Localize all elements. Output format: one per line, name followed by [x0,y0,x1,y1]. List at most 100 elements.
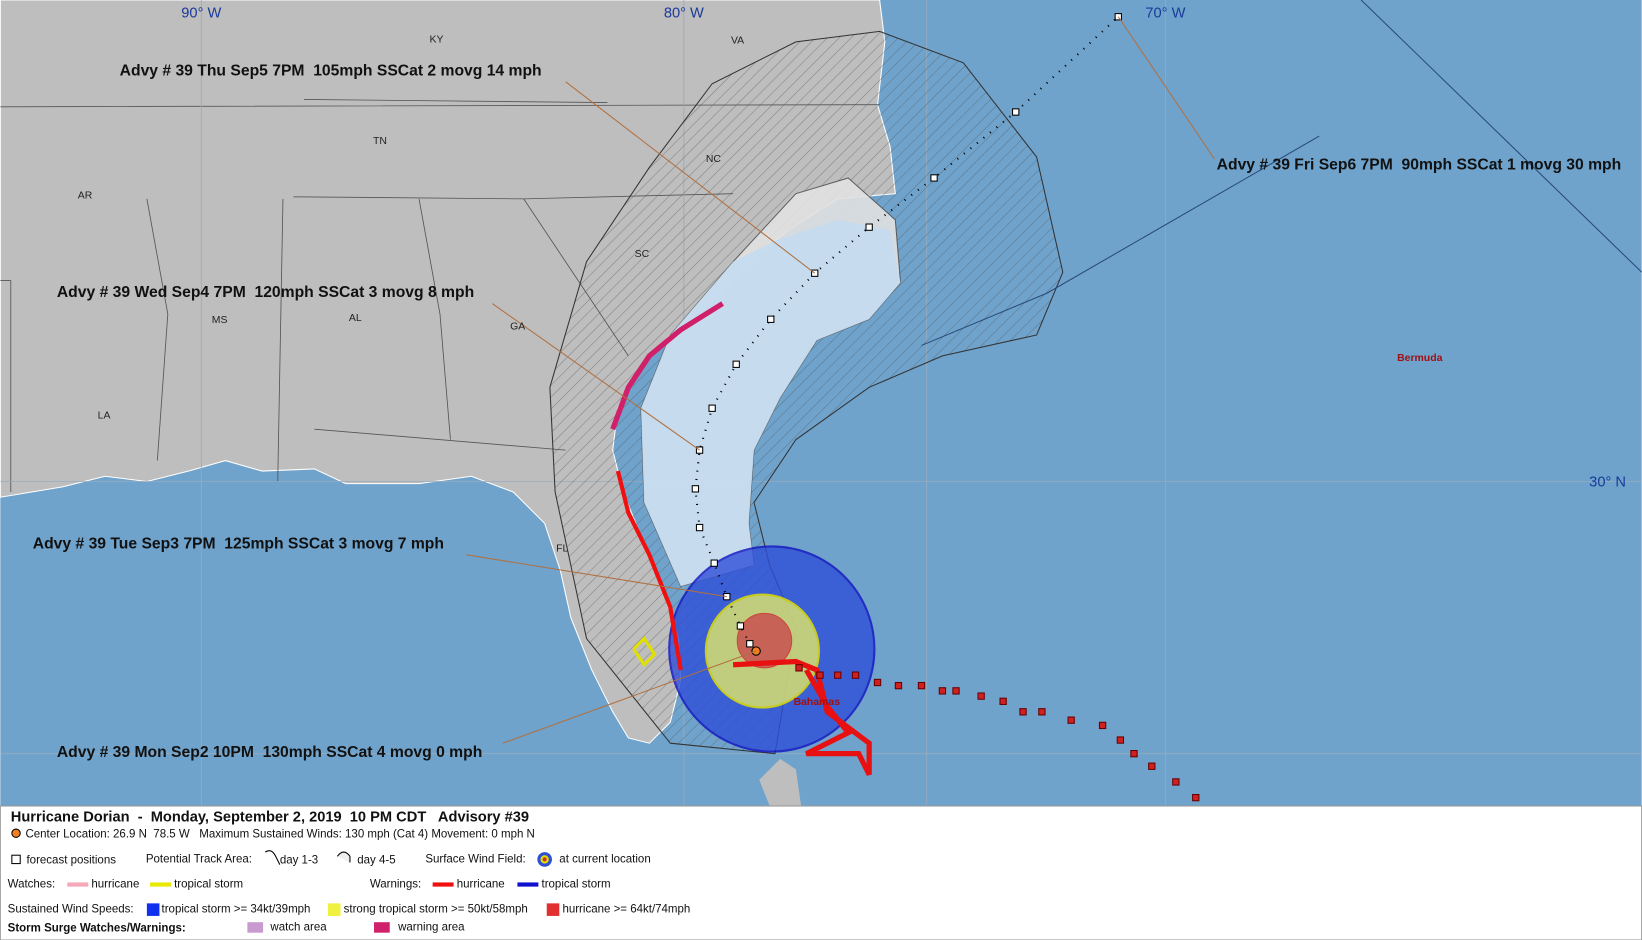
past-position [977,692,985,700]
legend-label: hurricane [91,879,139,891]
past-position [1019,708,1027,716]
forecast-position [708,404,716,412]
advisory-label: Advy # 39 Wed Sep4 7PM 120mph SSCat 3 mo… [57,284,474,301]
place-label: Bermuda [1397,353,1442,364]
forecast-position [732,360,740,368]
past-position [894,681,903,690]
past-position [834,671,842,679]
grid-label: 70° W [1145,5,1185,21]
forecast-position [691,485,700,493]
place-label: Bahamas [794,697,841,708]
grid-label: 90° W [181,5,221,21]
state-label: AL [349,313,362,324]
legend-swatch [327,903,341,916]
past-position [1067,716,1075,724]
legend-label: day 1-3 [280,854,318,866]
past-position [816,671,824,679]
forecast-position [930,174,938,182]
past-position [1098,721,1107,730]
state-label: NC [706,154,722,165]
legend-swatch [150,882,171,887]
advisory-labels: Advy # 39 Thu Sep5 7PM 105mph SSCat 2 mo… [33,62,1621,760]
forecast-position [1012,108,1020,116]
advisory-label: Advy # 39 Mon Sep2 10PM 130mph SSCat 4 m… [57,744,482,761]
legend-label: strong tropical storm >= 50kt/58mph [344,904,528,916]
past-position [851,671,860,679]
legend-label: forecast positions [27,854,117,866]
state-label: AR [78,191,93,202]
surge-warning [610,301,724,431]
state-label: TN [373,136,387,147]
legend-swatch [67,882,89,887]
legend-swatch [517,882,539,887]
past-position [1172,778,1180,786]
grid-label: 30° N [1589,474,1626,490]
legend-label: hurricane [457,879,505,891]
legend-label: Surface Wind Field: [425,853,525,865]
state-label: GA [510,321,525,332]
past-position [1148,762,1156,770]
past-position [1130,750,1138,758]
legend-label: Storm Surge Watches/Warnings: [8,923,186,935]
forecast-position [865,223,873,231]
past-position [1192,793,1200,802]
legend-swatch [264,850,281,865]
legend-title: Hurricane Dorian - Monday, September 2, … [11,809,529,825]
legend-label: day 4-5 [357,854,395,866]
state-labels: KY VA TN NC AR SC MS AL GA LA FL [78,35,744,555]
past-position [873,678,882,687]
hurricane-warning [615,470,683,671]
legend-swatch [11,854,21,865]
advisory-label: Advy # 39 Tue Sep3 7PM 125mph SSCat 3 mo… [33,535,444,552]
leader-lines [466,16,1216,744]
advisory-label: Advy # 39 Thu Sep5 7PM 105mph SSCat 2 mo… [120,62,542,79]
legend-subtitle: Center Location: 26.9 N 78.5 W Maximum S… [25,828,534,840]
past-position [999,697,1007,706]
legend-label: Watches: [8,879,56,891]
legend-label: warning area [397,921,465,933]
state-label: LA [98,410,111,421]
legend-label: tropical storm [174,879,243,891]
legend-swatch [432,882,454,887]
wind-field-hurricane [736,612,793,669]
legend-box [0,805,1642,940]
legend-label: tropical storm >= 34kt/39mph [162,904,311,916]
legend: Hurricane Dorian - Monday, September 2, … [8,809,691,934]
cuba [759,758,802,807]
forecast-position [746,640,754,648]
legend-label: Potential Track Area: [146,853,252,865]
grid-labels: 90° W 80° W 70° W 30° N [181,5,1626,490]
past-positions [795,664,1200,802]
legend-label: Warnings: [370,879,421,891]
past-position [795,664,803,672]
past-position [917,681,926,690]
bahamas-warning [732,658,872,776]
legend-label: watch area [269,921,327,933]
legend-swatch [146,903,160,916]
legend-label: tropical storm [542,879,611,891]
legend-swatch [546,903,560,916]
ts-watch [632,636,657,668]
state-label: FL [556,543,568,554]
state-label: VA [731,36,744,47]
past-position [952,687,960,695]
past-position [938,687,947,695]
legend-label: Sustained Wind Speeds: [8,904,134,916]
forecast-position [695,523,704,532]
past-track-line [921,0,1642,346]
legend-swatch [336,851,351,863]
legend-swatch [542,857,547,862]
state-label: KY [430,35,444,46]
forecast-position [710,559,718,567]
state-label: MS [212,315,228,326]
past-position [1116,736,1125,744]
state-borders [0,99,880,492]
forecast-position [767,315,775,323]
legend-swatch [374,922,390,933]
legend-label: hurricane >= 64kt/74mph [562,904,690,916]
legend-center-icon [11,828,21,838]
state-label: SC [635,249,650,260]
grid-label: 80° W [664,5,704,21]
advisory-label: Advy # 39 Fri Sep6 7PM 90mph SSCat 1 mov… [1217,157,1622,174]
